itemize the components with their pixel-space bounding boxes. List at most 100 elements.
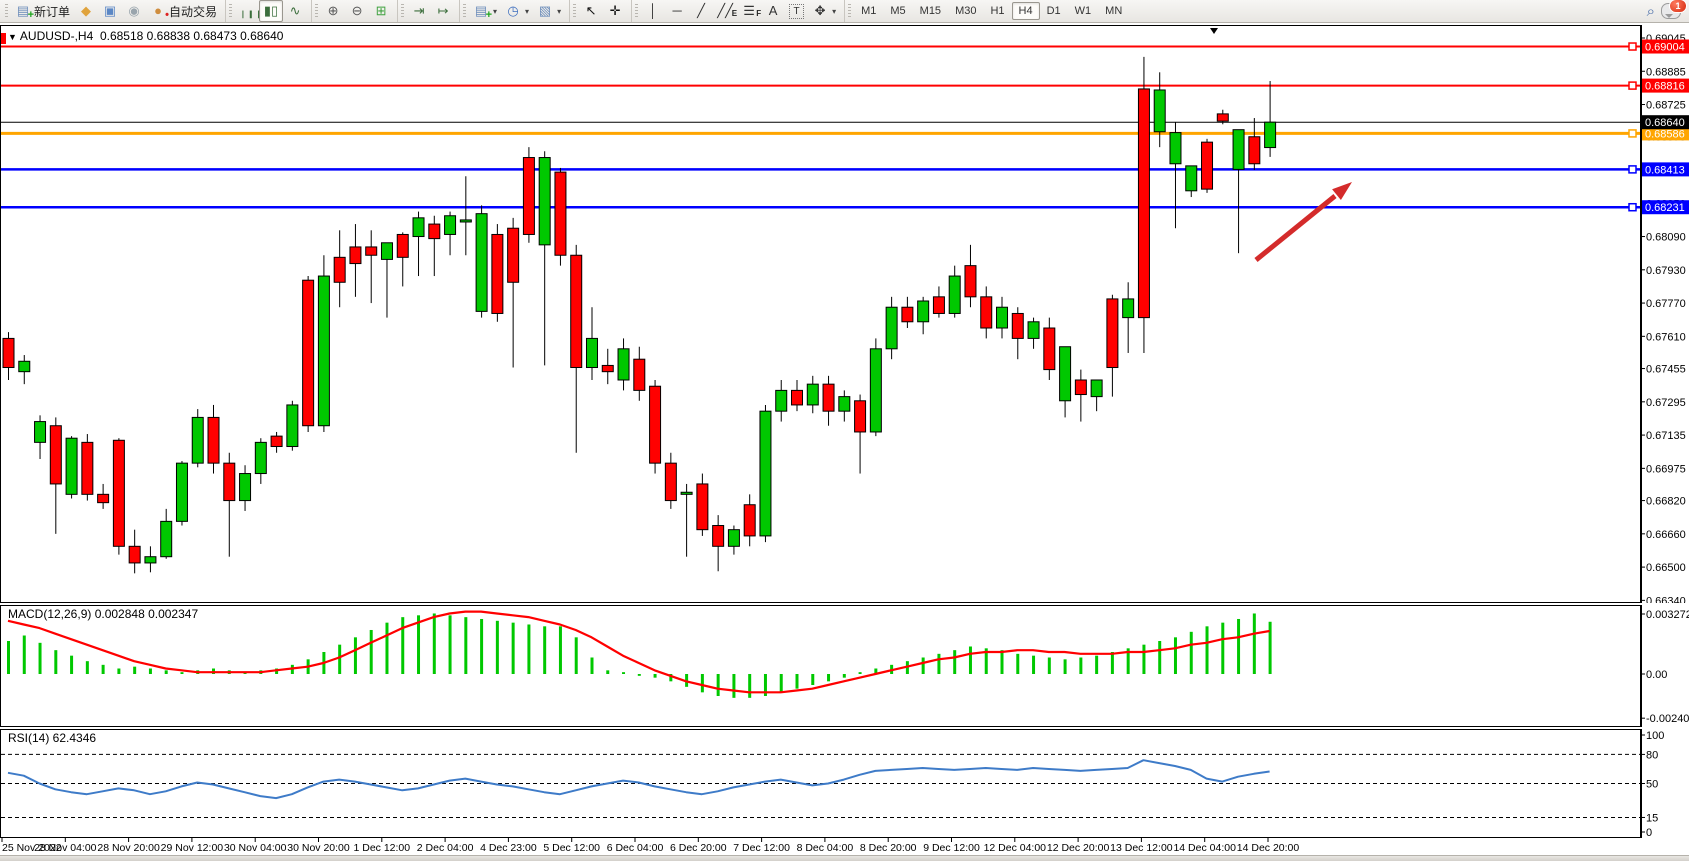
fibonacci-button[interactable]: ☰ F — [737, 0, 761, 22]
rsi-plot[interactable]: 100 80 50 15 0 — [0, 729, 1689, 839]
candle — [49, 425, 62, 485]
tf-m30[interactable]: M30 — [948, 2, 983, 20]
svg-text:50: 50 — [1646, 779, 1658, 791]
candle — [775, 389, 788, 412]
candle — [412, 217, 425, 238]
horizontal-line-button[interactable]: ─ — [665, 0, 689, 22]
chart-shift-button[interactable]: ↦ — [431, 0, 455, 22]
chat-icon[interactable]: 1 — [1661, 0, 1687, 19]
candle — [396, 233, 409, 258]
svg-text:28 Nov 04:00: 28 Nov 04:00 — [34, 842, 97, 854]
svg-text:0.68816: 0.68816 — [1645, 81, 1685, 93]
auto-scroll-button[interactable]: ⇥ — [407, 0, 431, 22]
zoom-in-button[interactable]: ⊕ — [321, 0, 345, 22]
label-button[interactable]: T — [785, 0, 808, 22]
zoom-out-button[interactable]: ⊖ — [345, 0, 369, 22]
price-chart-panel[interactable]: 0.690450.688850.687250.685700.684100.682… — [0, 25, 1689, 608]
candlestick-chart-button[interactable]: ▮▯ — [259, 0, 284, 22]
tf-m15[interactable]: M15 — [913, 2, 948, 20]
svg-text:14 Dec 20:00: 14 Dec 20:00 — [1237, 842, 1300, 854]
label-icon: T — [789, 3, 805, 19]
period-dropdown[interactable]: ◷ ▾ — [501, 0, 533, 22]
tf-d1[interactable]: D1 — [1040, 2, 1068, 20]
svg-text:0.66340: 0.66340 — [1646, 595, 1686, 603]
line-chart-button[interactable]: ∿ — [283, 0, 307, 22]
tile-windows-button[interactable]: ⊞ — [369, 0, 393, 22]
vertical-line-button[interactable]: │ — [641, 0, 665, 22]
toolbar-group-draw: │ ─ ╱ ╱╱ E ☰ F A T ✥ ▾ — [631, 0, 843, 22]
svg-text:0.67295: 0.67295 — [1646, 397, 1686, 409]
tf-m15-label: M15 — [919, 5, 942, 17]
candle — [491, 233, 504, 314]
rsi-panel[interactable]: 100 80 50 15 0 — [0, 729, 1689, 843]
tf-w1-label: W1 — [1074, 5, 1092, 17]
channel-button[interactable]: ╱╱ E — [713, 0, 737, 22]
candle — [459, 219, 472, 223]
crosshair-button[interactable]: ✛ — [603, 0, 627, 22]
candle — [144, 556, 157, 564]
time-axis[interactable]: 25 Nov 2022 28 Nov 04:00 28 Nov 20:00 29 No… — [0, 838, 1689, 855]
bar-chart-button[interactable]: ╷╻╷ — [235, 0, 262, 22]
candle — [1043, 327, 1056, 371]
candle — [1201, 141, 1214, 190]
channel-icon: ╱╱ E — [717, 3, 737, 19]
annotation-arrow[interactable] — [1254, 182, 1352, 262]
svg-text:30 Nov 20:00: 30 Nov 20:00 — [287, 842, 350, 854]
candle — [444, 215, 457, 235]
svg-text:14 Dec 04:00: 14 Dec 04:00 — [1173, 842, 1236, 854]
symbol-dropdown-icon[interactable]: ▼ — [8, 32, 17, 42]
svg-text:0.67455: 0.67455 — [1646, 364, 1686, 376]
new-chart-dropdown[interactable]: ▤ + ▾ — [469, 0, 501, 22]
tf-m1[interactable]: M1 — [854, 2, 883, 20]
tf-h1[interactable]: H1 — [983, 2, 1011, 20]
candle — [1059, 346, 1072, 402]
macd-plot[interactable]: 0.003272 0.00 -0.002409 — [0, 605, 1689, 727]
search-icon[interactable]: ⌕ — [1646, 2, 1655, 20]
candle — [759, 410, 772, 537]
candle — [901, 306, 914, 323]
candle — [254, 441, 267, 475]
algo-trading-icon: ● • — [154, 3, 170, 21]
svg-text:8 Dec 20:00: 8 Dec 20:00 — [860, 842, 917, 854]
tf-m5[interactable]: M5 — [883, 2, 912, 20]
candle — [1264, 121, 1277, 149]
svg-text:2 Dec 04:00: 2 Dec 04:00 — [417, 842, 474, 854]
community-icon[interactable]: ▣ — [98, 0, 122, 22]
cursor-icon: ↖ — [585, 3, 597, 18]
new-chart-icon: ▤ + — [474, 3, 493, 21]
line-chart-icon: ∿ — [289, 3, 301, 18]
candle — [1153, 89, 1166, 133]
candle — [601, 364, 614, 373]
price-chart-plot[interactable]: 0.690450.688850.687250.685700.684100.682… — [0, 25, 1689, 607]
svg-text:7 Dec 12:00: 7 Dec 12:00 — [733, 842, 790, 854]
new-order-button[interactable]: ▤ + 新订单 — [11, 0, 74, 22]
macd-signal-line — [7, 610, 1270, 694]
svg-text:0.68413: 0.68413 — [1645, 164, 1685, 176]
algo-trading-button-label: 自动交易 — [169, 4, 218, 19]
arrows-dropdown[interactable]: ✥ ▾ — [808, 0, 840, 22]
tf-h4[interactable]: H4 — [1011, 2, 1040, 20]
cursor-button[interactable]: ↖ — [579, 0, 603, 22]
new-order-icon: ▤ + — [16, 3, 34, 21]
svg-text:29 Nov 12:00: 29 Nov 12:00 — [161, 842, 224, 854]
toolbar-group-chart-type: ╷╻╷ ▮▯ ∿ — [225, 0, 310, 22]
candle — [1106, 298, 1119, 369]
text-button[interactable]: A — [761, 0, 785, 22]
trendline-icon: ╱ — [697, 3, 705, 18]
tf-w1[interactable]: W1 — [1068, 2, 1099, 20]
crosshair-icon: ✛ — [609, 3, 621, 18]
signals-icon[interactable]: ◉ — [122, 0, 146, 22]
tf-mn-label: MN — [1105, 5, 1123, 17]
macd-panel[interactable]: 0.003272 0.00 -0.002409 — [0, 605, 1689, 732]
tf-mn[interactable]: MN — [1098, 2, 1129, 20]
svg-text:6 Dec 20:00: 6 Dec 20:00 — [670, 842, 727, 854]
notification-badge: 1 — [1669, 0, 1687, 13]
svg-text:0.68885: 0.68885 — [1646, 66, 1686, 78]
candle — [428, 223, 441, 240]
sub-letter: E — [731, 9, 738, 18]
algo-trading-button[interactable]: ● • 自动交易 — [146, 0, 221, 22]
template-dropdown[interactable]: ▧ ▾ — [533, 0, 565, 22]
trendline-button[interactable]: ╱ — [689, 0, 713, 22]
gold-icon[interactable]: ◆ — [74, 0, 98, 22]
